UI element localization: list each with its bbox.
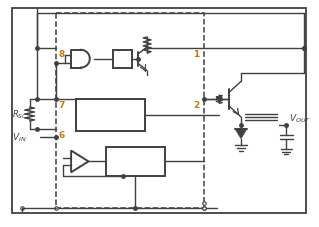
Bar xyxy=(56,14,204,208)
Bar xyxy=(113,51,132,68)
Text: 8: 8 xyxy=(58,49,64,59)
Text: 6: 6 xyxy=(58,130,64,139)
Text: $V_{OUT}$: $V_{OUT}$ xyxy=(289,112,311,124)
Text: 2: 2 xyxy=(193,101,199,110)
Bar xyxy=(76,100,145,131)
Text: $V_{IN}$: $V_{IN}$ xyxy=(12,131,26,143)
Text: $R_{SC}$: $R_{SC}$ xyxy=(12,108,27,121)
Bar xyxy=(106,147,165,176)
Text: 7: 7 xyxy=(58,101,65,110)
Polygon shape xyxy=(235,129,247,139)
Text: 1: 1 xyxy=(193,49,199,59)
